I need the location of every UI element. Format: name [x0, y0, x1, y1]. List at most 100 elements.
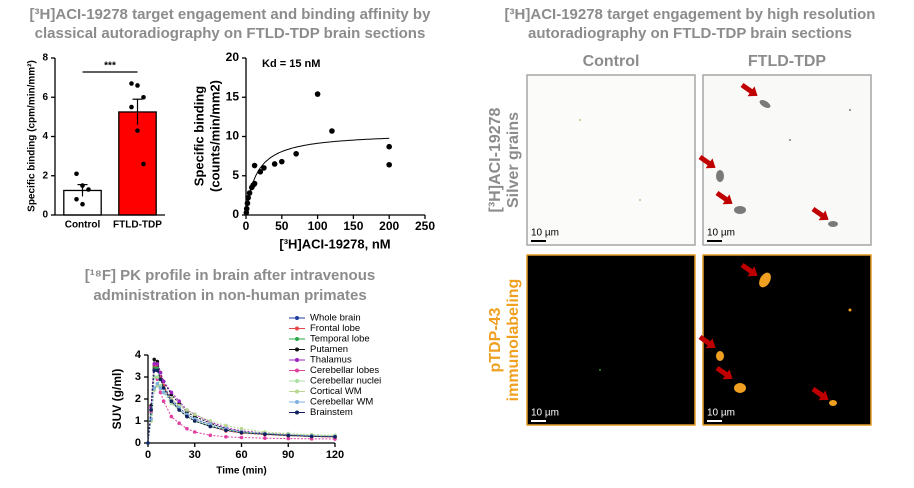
x-tick-label: 150: [343, 219, 363, 233]
data-point: [257, 169, 264, 175]
legend-label: Whole brain: [310, 313, 361, 324]
data-point: [314, 91, 321, 97]
data-point: [192, 412, 197, 417]
legend-marker: [295, 410, 299, 415]
y-tick-label: 20: [226, 50, 240, 64]
series-line: [147, 382, 336, 444]
y-tick-label: 1: [135, 415, 141, 427]
data-point: [192, 430, 197, 434]
data-point: [208, 419, 213, 423]
data-point: [177, 399, 181, 404]
chart-title: administration in non-human primates: [93, 287, 366, 304]
scale-bar-label: 10 µm: [707, 228, 735, 239]
data-point: [74, 171, 79, 177]
data-point: [161, 379, 166, 384]
y-tick-label: 0: [42, 210, 48, 221]
data-point: [158, 386, 163, 390]
data-point: [177, 408, 181, 412]
data-point: [309, 434, 314, 439]
x-tick-label: 0: [243, 219, 250, 233]
legend-marker: [295, 347, 299, 352]
data-point: [169, 390, 174, 395]
data-point: [129, 81, 134, 86]
data-point: [155, 375, 160, 379]
column-label: FTLD-TDP: [748, 53, 827, 70]
x-tick-label: 200: [379, 219, 399, 233]
column-label: Control: [583, 53, 640, 70]
legend-label: Cerebellar WM: [310, 397, 373, 408]
data-point: [146, 441, 150, 445]
annotation: Kd = 15 nM: [262, 58, 320, 70]
data-point: [158, 390, 163, 395]
x-tick-label: 50: [275, 219, 289, 233]
data-point: [149, 417, 153, 421]
legend-label: Temporal lobe: [310, 334, 370, 345]
data-point: [243, 205, 250, 212]
significance-label: ***: [104, 61, 116, 72]
y-tick-label: 0: [135, 437, 141, 449]
x-tick-label: Control: [65, 220, 101, 231]
data-point: [263, 432, 267, 437]
data-point: [239, 426, 244, 431]
x-tick-label: FTLD-TDP: [113, 220, 162, 231]
legend-label: Frontal lobe: [310, 323, 360, 334]
data-point: [224, 423, 228, 428]
y-tick-label: 2: [42, 170, 48, 181]
data-point: [208, 433, 213, 438]
y-tick-label: 4: [135, 349, 142, 361]
row-label: pTDP-43: [487, 307, 504, 372]
scale-bar-label: 10 µm: [531, 228, 559, 239]
x-tick-label: 0: [145, 449, 151, 461]
y-axis-label: Specific binding: [191, 86, 206, 186]
data-point: [208, 424, 213, 429]
legend-marker: [295, 337, 299, 341]
data-point: [251, 180, 258, 187]
data-point: [135, 128, 140, 133]
y-tick-label: 6: [42, 92, 48, 103]
data-point: [293, 150, 299, 157]
y-tick-label: 3: [135, 371, 141, 383]
scale-bar-label: 10 µm: [707, 408, 735, 419]
legend-marker: [295, 326, 299, 331]
legend-marker: [295, 400, 299, 404]
data-point: [245, 194, 251, 201]
y-tick-label: 4: [42, 131, 48, 142]
y-tick-label: 15: [226, 89, 240, 103]
data-point: [279, 158, 285, 165]
data-point: [261, 165, 267, 171]
data-point: [251, 162, 258, 169]
legend-marker: [295, 316, 299, 320]
x-axis-label: [³H]ACI-19278, nM: [279, 236, 390, 251]
silver-grains: [579, 100, 851, 227]
arrows: [698, 82, 829, 401]
data-point: [386, 161, 393, 168]
data-point: [161, 390, 166, 395]
x-tick-label: 100: [308, 219, 328, 233]
data-point: [152, 362, 157, 366]
data-point: [246, 190, 253, 196]
panel-title: autoradiography on FTLD-TDP brain sectio…: [528, 25, 852, 42]
legend-label: Brainstem: [310, 407, 353, 418]
chart-title: [¹⁸F] PK profile in brain after intraven…: [85, 267, 375, 284]
legend-marker: [295, 379, 299, 383]
data-point: [80, 183, 85, 188]
row-label: [³H]ACI-19278: [487, 107, 504, 212]
data-point: [224, 428, 228, 433]
legend-marker: [295, 389, 299, 394]
y-axis-label: Specific binding (cpm/min/mm²): [27, 60, 38, 212]
data-point: [155, 381, 160, 386]
data-point: [158, 377, 163, 382]
data-point: [74, 197, 79, 202]
x-tick-label: 120: [326, 449, 344, 461]
x-tick-label: 250: [415, 219, 435, 233]
x-tick-label: 60: [235, 449, 247, 461]
fit-curve: [245, 137, 390, 216]
legend-label: Cortical WM: [310, 386, 362, 397]
data-point: [141, 94, 146, 100]
data-point: [158, 370, 163, 375]
legend-marker: [295, 368, 299, 373]
ftld-silver-image: [702, 74, 872, 246]
data-point: [386, 143, 393, 150]
data-point: [333, 435, 337, 439]
